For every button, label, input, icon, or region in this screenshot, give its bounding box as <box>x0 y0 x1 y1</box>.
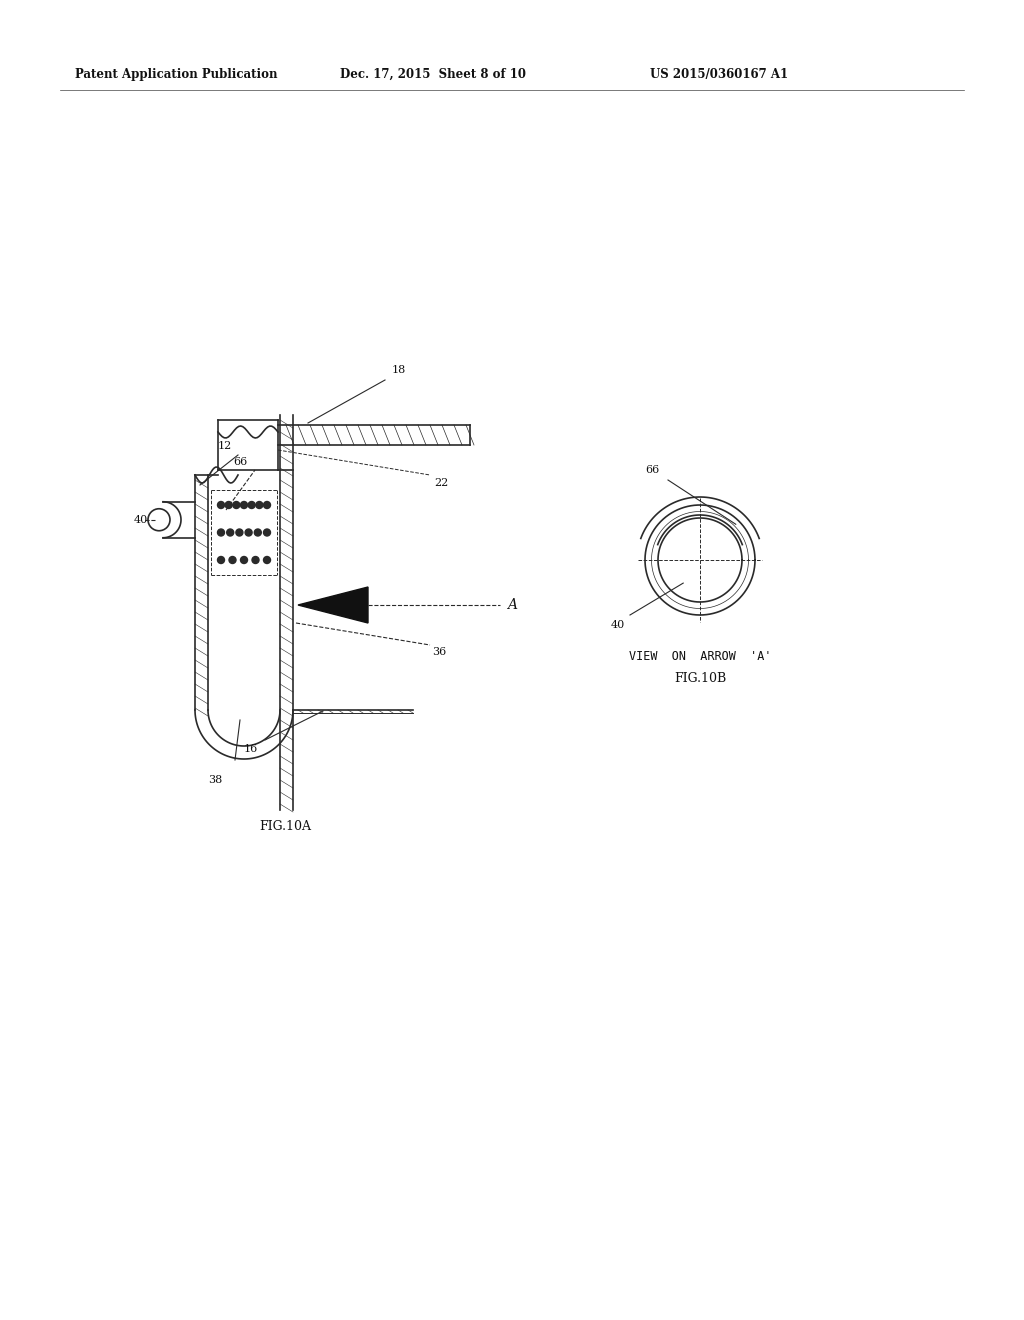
Text: FIG.10A: FIG.10A <box>259 820 311 833</box>
Text: 22: 22 <box>434 478 449 488</box>
Text: 38: 38 <box>208 775 222 785</box>
Circle shape <box>256 502 263 508</box>
Text: A: A <box>507 598 517 612</box>
Text: 40: 40 <box>610 620 625 630</box>
Circle shape <box>225 502 232 508</box>
Circle shape <box>217 529 224 536</box>
Circle shape <box>217 502 224 508</box>
Text: Patent Application Publication: Patent Application Publication <box>75 69 278 81</box>
Polygon shape <box>298 587 368 623</box>
Text: US 2015/0360167 A1: US 2015/0360167 A1 <box>650 69 788 81</box>
Text: 12: 12 <box>218 441 232 451</box>
Text: 18: 18 <box>392 366 407 375</box>
Text: 36: 36 <box>432 647 446 657</box>
Text: Dec. 17, 2015  Sheet 8 of 10: Dec. 17, 2015 Sheet 8 of 10 <box>340 69 526 81</box>
Circle shape <box>241 557 248 564</box>
Circle shape <box>217 557 224 564</box>
Circle shape <box>229 557 236 564</box>
Circle shape <box>252 557 259 564</box>
Circle shape <box>248 502 255 508</box>
Text: 66: 66 <box>233 457 248 467</box>
Circle shape <box>263 557 270 564</box>
Circle shape <box>232 502 240 508</box>
Circle shape <box>236 529 243 536</box>
Text: FIG.10B: FIG.10B <box>674 672 726 685</box>
Circle shape <box>226 529 233 536</box>
Circle shape <box>263 529 270 536</box>
Circle shape <box>254 529 261 536</box>
Text: 16: 16 <box>244 744 258 754</box>
Text: VIEW  ON  ARROW  'A': VIEW ON ARROW 'A' <box>629 649 771 663</box>
Circle shape <box>245 529 252 536</box>
Circle shape <box>263 502 270 508</box>
Text: 40: 40 <box>134 515 148 525</box>
Text: 66: 66 <box>646 465 660 475</box>
Circle shape <box>241 502 248 508</box>
